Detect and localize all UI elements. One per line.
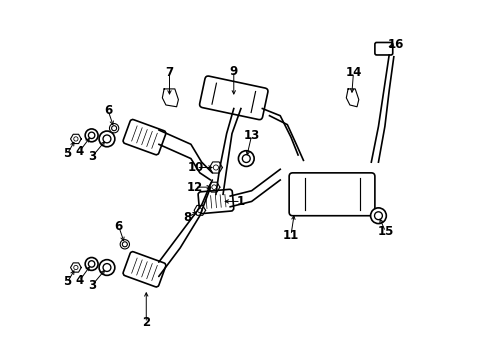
Circle shape: [242, 155, 250, 162]
Text: 12: 12: [186, 181, 202, 194]
Text: 6: 6: [114, 220, 122, 233]
Circle shape: [211, 185, 216, 189]
FancyBboxPatch shape: [374, 42, 392, 55]
Circle shape: [85, 129, 98, 142]
Circle shape: [103, 264, 111, 271]
Text: 16: 16: [387, 38, 404, 51]
Circle shape: [120, 240, 129, 249]
Text: 9: 9: [229, 64, 238, 77]
FancyBboxPatch shape: [199, 76, 267, 120]
FancyBboxPatch shape: [123, 252, 165, 287]
Circle shape: [370, 208, 386, 224]
Text: 14: 14: [345, 66, 361, 79]
Circle shape: [74, 137, 78, 141]
Text: 1: 1: [236, 195, 244, 208]
Text: 13: 13: [243, 129, 259, 142]
Text: 6: 6: [104, 104, 112, 117]
FancyBboxPatch shape: [198, 189, 233, 213]
Circle shape: [213, 165, 218, 170]
Circle shape: [99, 131, 115, 147]
Circle shape: [109, 123, 119, 133]
Circle shape: [99, 260, 115, 275]
Circle shape: [85, 257, 98, 270]
Text: 5: 5: [63, 147, 72, 160]
Text: 3: 3: [88, 279, 96, 292]
Text: 4: 4: [75, 145, 83, 158]
Circle shape: [374, 212, 382, 220]
Text: 3: 3: [88, 150, 96, 163]
Circle shape: [88, 132, 95, 139]
FancyBboxPatch shape: [288, 173, 374, 216]
Polygon shape: [346, 89, 358, 107]
Text: 7: 7: [165, 66, 173, 79]
Circle shape: [111, 126, 116, 131]
Text: 2: 2: [142, 316, 150, 329]
Text: 4: 4: [75, 274, 83, 287]
Circle shape: [197, 208, 202, 213]
FancyBboxPatch shape: [123, 120, 165, 155]
Text: 8: 8: [183, 211, 191, 224]
Circle shape: [103, 135, 111, 143]
Circle shape: [88, 261, 95, 267]
Text: 5: 5: [63, 275, 72, 288]
Polygon shape: [162, 89, 178, 107]
Circle shape: [122, 242, 127, 247]
Text: 10: 10: [188, 161, 204, 174]
Text: 11: 11: [282, 229, 299, 242]
Text: 15: 15: [377, 225, 393, 238]
Circle shape: [238, 151, 254, 166]
Circle shape: [74, 265, 78, 270]
